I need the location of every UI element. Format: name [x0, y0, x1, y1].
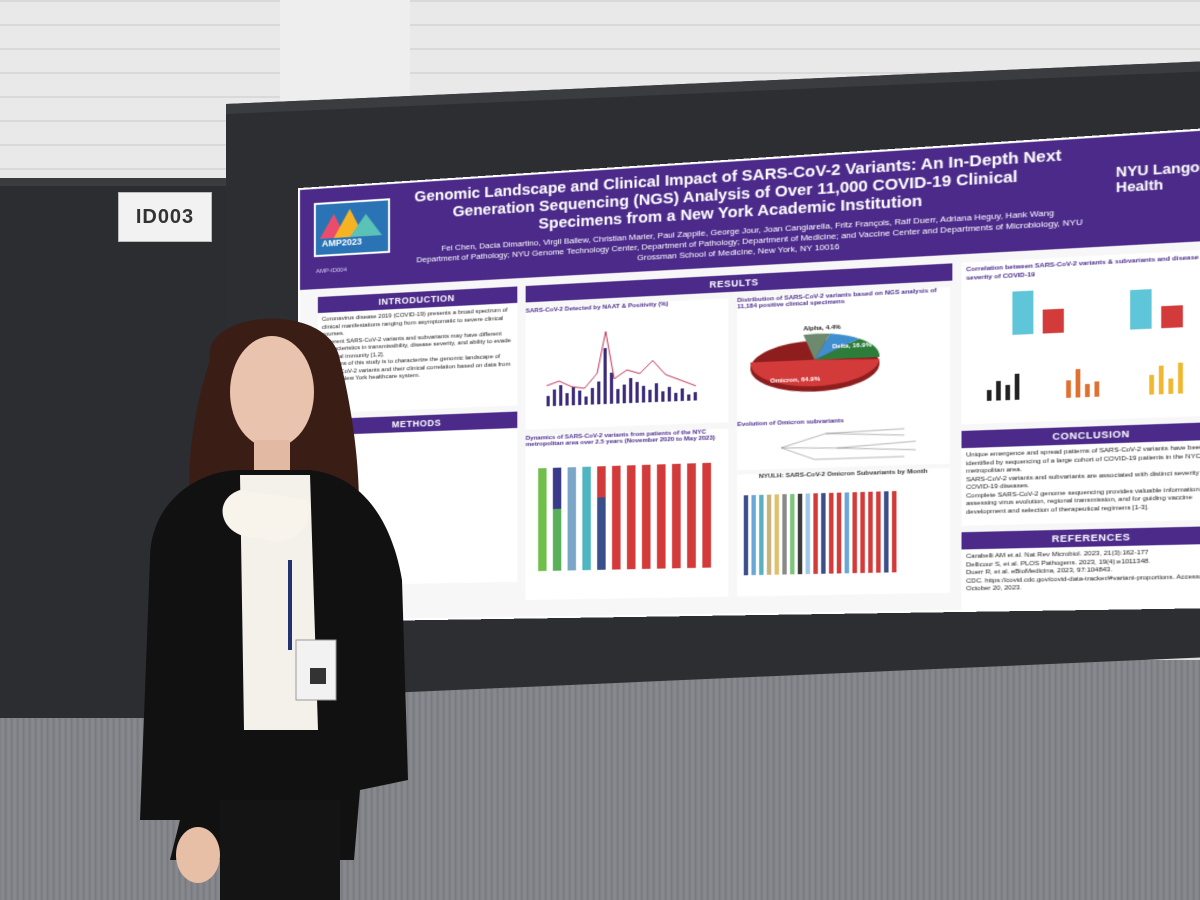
booth-id-tag: ID003	[118, 192, 212, 242]
presenter-person	[140, 300, 420, 900]
positivity-bars	[547, 344, 697, 406]
conclusion-body: Unique emergence and spread patterns of …	[962, 440, 1200, 526]
amp-logo: AMP2023	[314, 198, 390, 257]
positivity-chart-panel: SARS-CoV-2 Detected by NAAT & Positivity…	[526, 298, 729, 429]
poster-id: AMP-ID004	[316, 267, 347, 275]
research-poster: AMP2023 AMP-ID004 Genomic Landscape and …	[300, 128, 1200, 620]
phylogenetic-tree-graphic	[737, 421, 950, 467]
positivity-line	[547, 327, 696, 392]
face	[230, 336, 314, 448]
omicron-evolution-panel: Evolution of Omicron subvariants	[737, 414, 950, 470]
stacked-bars	[538, 463, 711, 571]
nyu-langone-logo: NYU Langone Health	[1116, 158, 1200, 195]
severity-bar-charts	[966, 270, 1200, 412]
references-body: Carabelli AM et al. Nat Rev Microbiol. 2…	[962, 544, 1200, 610]
omicron-subvariant-stacked-bars	[737, 474, 950, 586]
variant-distribution-panel: Distribution of SARS-CoV-2 variants base…	[737, 287, 950, 422]
badge-lanyard	[288, 560, 292, 650]
correlation-panel: Correlation between SARS-CoV-2 variants …	[962, 249, 1200, 425]
positivity-line-bar-chart	[526, 305, 729, 418]
poster-column-right: Correlation between SARS-CoV-2 variants …	[962, 249, 1200, 610]
variant-dynamics-panel: Dynamics of SARS-CoV-2 variants from pat…	[526, 429, 729, 601]
variant-pie-chart	[737, 300, 950, 405]
badge-qr-code	[310, 668, 326, 684]
hand	[176, 827, 220, 883]
trousers	[220, 800, 340, 900]
omicron-subvariants-panel: NYULH: SARS-CoV-2 Omicron Subvariants by…	[737, 468, 950, 597]
variant-stacked-bar-chart	[526, 441, 729, 581]
subvariant-bars	[744, 491, 897, 575]
